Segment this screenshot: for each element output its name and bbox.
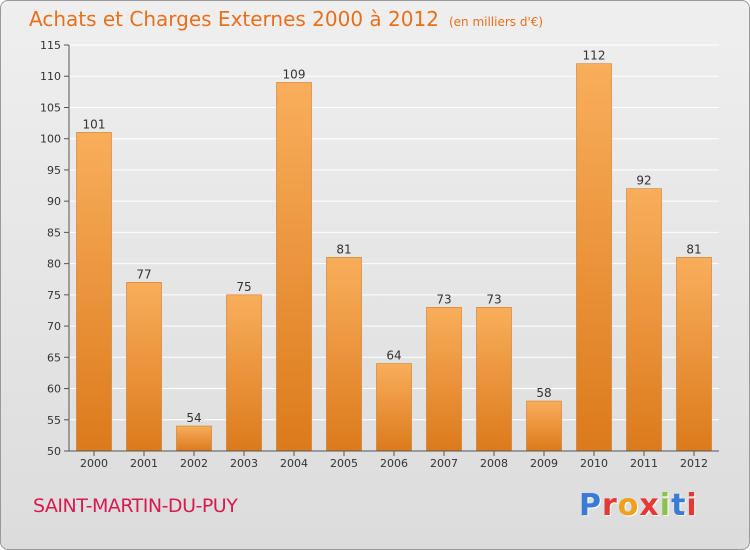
data-label: 109 (283, 67, 306, 81)
data-label: 75 (236, 280, 251, 294)
y-tick-label: 50 (47, 445, 61, 458)
logo-letter: P (579, 488, 602, 523)
x-tick-label: 2011 (630, 457, 658, 470)
bar-2011[interactable] (626, 188, 662, 452)
x-tick-label: 2002 (180, 457, 208, 470)
chart-unit: (en milliers d'€) (448, 15, 544, 29)
y-tick-label: 60 (47, 383, 61, 396)
bar-2007[interactable] (426, 307, 462, 452)
data-label: 64 (386, 349, 401, 363)
logo-letter: o (617, 488, 640, 523)
data-label: 58 (536, 386, 551, 400)
logo-letter: x (639, 488, 660, 523)
bar-2010[interactable] (576, 63, 612, 452)
x-tick-label: 2009 (530, 457, 558, 470)
data-label: 73 (486, 292, 501, 306)
data-label: 81 (336, 242, 351, 256)
logo-letter: i (659, 488, 672, 523)
bar-2009[interactable] (526, 400, 562, 452)
proxiti-logo[interactable]: Proxiti (579, 488, 698, 523)
bar-2005[interactable] (326, 257, 362, 452)
y-tick-label: 55 (47, 414, 61, 427)
data-label: 112 (583, 49, 606, 63)
data-label: 101 (83, 117, 106, 131)
logo-letter: r (602, 488, 618, 523)
x-tick-label: 2012 (680, 457, 708, 470)
bar-2004[interactable] (276, 82, 312, 452)
y-tick-label: 75 (47, 289, 61, 302)
y-tick-label: 110 (40, 70, 61, 83)
bar-2000[interactable] (76, 132, 112, 452)
bar-2002[interactable] (176, 425, 212, 452)
bar-2006[interactable] (376, 363, 412, 452)
y-tick-label: 95 (47, 164, 61, 177)
x-tick-label: 2000 (80, 457, 108, 470)
logo-letter: t (671, 488, 687, 523)
data-label: 54 (186, 411, 201, 425)
y-tick-label: 115 (40, 39, 61, 52)
commune-name: SAINT-MARTIN-DU-PUY (33, 495, 238, 517)
y-tick-label: 65 (47, 351, 61, 364)
x-tick-label: 2006 (380, 457, 408, 470)
bar-2001[interactable] (126, 282, 162, 452)
bar-2012[interactable] (676, 257, 712, 452)
y-tick-label: 85 (47, 226, 61, 239)
y-tick-label: 90 (47, 195, 61, 208)
chart-title: Achats et Charges Externes 2000 à 2012 (e… (29, 7, 544, 31)
x-tick-label: 2007 (430, 457, 458, 470)
data-label: 73 (436, 292, 451, 306)
y-tick-label: 105 (40, 101, 61, 114)
data-label: 81 (686, 242, 701, 256)
y-tick-label: 80 (47, 258, 61, 271)
x-tick-label: 2008 (480, 457, 508, 470)
x-tick-label: 2004 (280, 457, 308, 470)
y-tick-label: 100 (40, 133, 61, 146)
x-tick-label: 2001 (130, 457, 158, 470)
bar-2003[interactable] (226, 294, 262, 452)
x-tick-label: 2003 (230, 457, 258, 470)
data-label: 77 (136, 267, 151, 281)
data-label: 92 (636, 174, 651, 188)
y-tick-label: 70 (47, 320, 61, 333)
bar-2008[interactable] (476, 307, 512, 452)
logo-letter: i (686, 488, 698, 523)
x-tick-label: 2005 (330, 457, 358, 470)
x-tick-label: 2010 (580, 457, 608, 470)
